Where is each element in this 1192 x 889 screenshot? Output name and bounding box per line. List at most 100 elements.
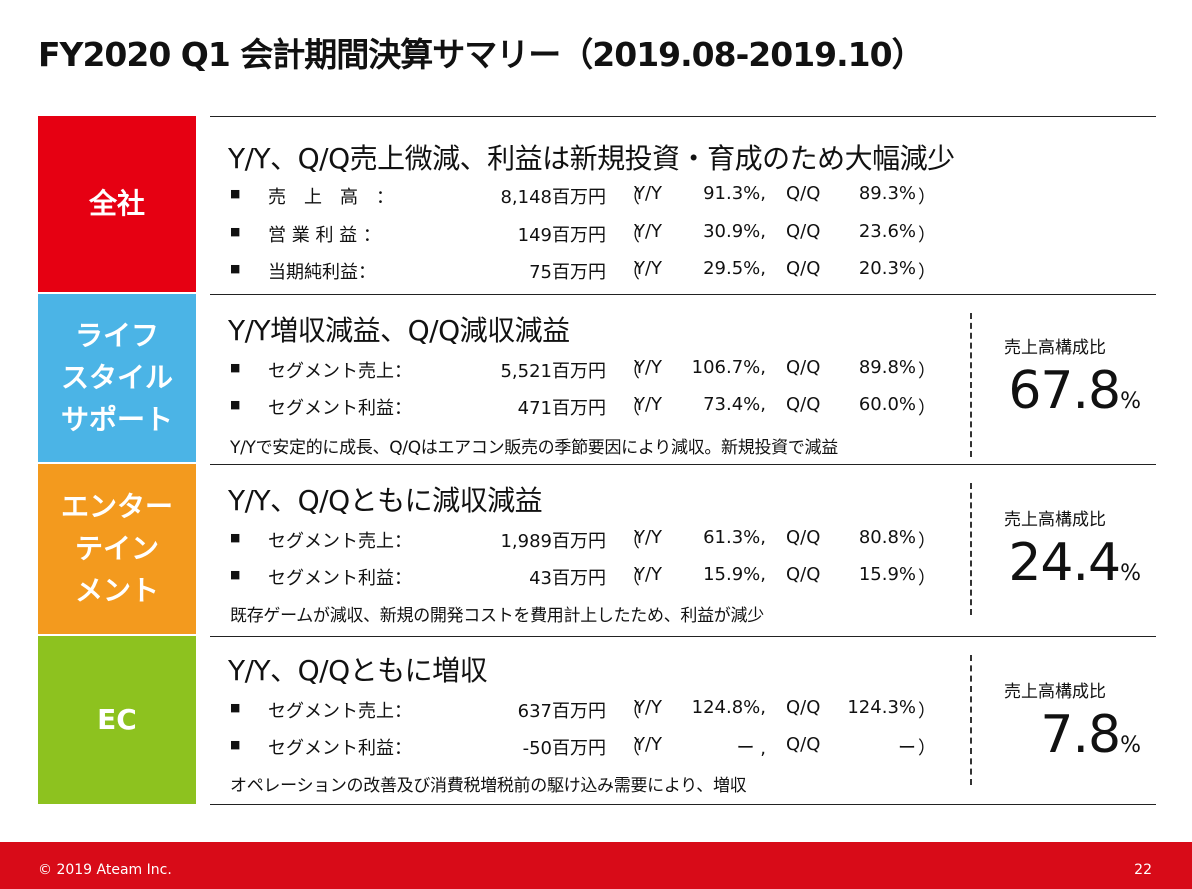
paren-close: ） [918,398,936,419]
ratio-unit: % [1120,561,1141,586]
paren-close: ） [918,361,936,382]
ratio-number: 24.4 [1008,533,1121,593]
metric-amount: -50百万円 [522,738,606,759]
section-headline: Y/Y増収減益、Q/Q減収減益 [228,314,570,347]
dashed-divider [970,313,972,457]
metric-amount: 8,148百万円 [500,187,606,208]
section-lifestyle: ライフ スタイル サポート Y/Y増収減益、Q/Q減収減益 ■ セグメント売上：… [38,294,1156,462]
paren-open: （ [622,398,640,419]
yy-label: Y/Y [634,394,663,415]
label-line: サポート [60,403,173,436]
section-content: Y/Y、Q/Qともに減収減益 ■ セグメント売上： 1,989百万円 （ Y/Y… [210,464,1156,634]
section-note: オペレーションの改善及び消費税増税前の駆け込み需要により、増収 [230,776,747,796]
qq-value: 60.0% [858,394,916,415]
bullet-icon: ■ [230,701,241,714]
ratio-value: 7.8% [980,705,1141,765]
qq-value: 89.8% [858,357,916,378]
section-label-lifestyle: ライフ スタイル サポート [38,294,196,462]
page-title: FY2020 Q1 会計期間決算サマリー（2019.08-2019.10） [38,35,925,74]
section-headline: Y/Y、Q/Qともに減収減益 [228,484,543,517]
dashed-divider [970,655,972,785]
ratio-label: 売上高構成比 [1004,682,1106,702]
section-note: 既存ゲームが減収、新規の開発コストを費用計上したため、利益が減少 [230,606,764,626]
page-number: 22 [1134,862,1152,878]
bottom-rule [210,804,1156,805]
qq-value: 89.3% [858,183,916,204]
metric-label: セグメント売上： [268,361,412,382]
yy-label: Y/Y [634,527,663,548]
yy-label: Y/Y [634,697,663,718]
paren-open: （ [622,738,640,759]
label-line: メント [74,574,159,607]
paren-open: （ [622,262,640,283]
section-content: Y/Y、Q/Q売上微減、利益は新規投資・育成のため大幅減少 ■ 売 上 高 ： … [210,116,1156,292]
paren-close: ） [918,738,936,759]
section-content: Y/Y、Q/Qともに増収 ■ セグメント売上： 637百万円 （ Y/Y 124… [210,636,1156,804]
metric-amount: 5,521百万円 [500,361,606,382]
paren-open: （ [622,701,640,722]
label-text: EC [97,703,137,736]
yy-label: Y/Y [634,357,663,378]
section-headline: Y/Y、Q/Qともに増収 [228,654,488,687]
section-company: 全社 Y/Y、Q/Q売上微減、利益は新規投資・育成のため大幅減少 ■ 売 上 高… [38,116,1156,292]
metric-label: 営 業 利 益 ： [268,225,381,246]
bullet-icon: ■ [230,398,241,411]
yy-label: Y/Y [634,221,663,242]
metric-amount: 43百万円 [529,568,606,589]
qq-label: Q/Q [786,697,821,718]
yy-value: ー , [736,738,766,759]
yy-value: 15.9%, [703,564,766,585]
copyright: © 2019 Ateam Inc. [38,862,172,878]
qq-label: Q/Q [786,527,821,548]
bullet-icon: ■ [230,531,241,544]
footer-bar: © 2019 Ateam Inc. 22 [0,842,1192,889]
bullet-icon: ■ [230,738,241,751]
yy-label: Y/Y [634,564,663,585]
metric-label: セグメント利益： [268,568,412,589]
paren-close: ） [918,225,936,246]
yy-value: 73.4%, [703,394,766,415]
paren-close: ） [918,531,936,552]
section-content: Y/Y増収減益、Q/Q減収減益 ■ セグメント売上： 5,521百万円 （ Y/… [210,294,1156,462]
metric-label: セグメント利益： [268,738,412,759]
section-entertainment: エンター テイン メント Y/Y、Q/Qともに減収減益 ■ セグメント売上： 1… [38,464,1156,634]
qq-label: Q/Q [786,734,821,755]
qq-label: Q/Q [786,183,821,204]
label-line: エンター [60,490,173,523]
yy-value: 91.3%, [703,183,766,204]
paren-open: （ [622,568,640,589]
yy-value: 106.7%, [691,357,766,378]
yy-label: Y/Y [634,258,663,279]
qq-label: Q/Q [786,357,821,378]
section-ec: EC Y/Y、Q/Qともに増収 ■ セグメント売上： 637百万円 （ Y/Y … [38,636,1156,804]
ratio-unit: % [1120,733,1141,758]
paren-open: （ [622,187,640,208]
ratio-value: 24.4% [980,533,1141,593]
section-label-ec: EC [38,636,196,804]
metric-label: 当期純利益： [268,262,376,283]
paren-open: （ [622,531,640,552]
paren-open: （ [622,361,640,382]
section-label-company: 全社 [38,116,196,292]
bullet-icon: ■ [230,568,241,581]
metric-label: 売 上 高 ： [268,187,394,208]
qq-value: ー [898,738,916,759]
qq-value: 124.3% [847,697,916,718]
dashed-divider [970,483,972,615]
metric-amount: 149百万円 [517,225,606,246]
label-line: テイン [74,532,159,565]
qq-value: 23.6% [858,221,916,242]
paren-close: ） [918,701,936,722]
section-label-entertainment: エンター テイン メント [38,464,196,634]
qq-label: Q/Q [786,564,821,585]
yy-label: Y/Y [634,734,663,755]
metric-amount: 471百万円 [517,398,606,419]
paren-close: ） [918,262,936,283]
section-headline: Y/Y、Q/Q売上微減、利益は新規投資・育成のため大幅減少 [228,142,955,175]
label-text: 全社 [88,187,145,220]
qq-label: Q/Q [786,258,821,279]
yy-value: 29.5%, [703,258,766,279]
ratio-unit: % [1120,389,1141,414]
yy-value: 124.8%, [691,697,766,718]
metric-amount: 1,989百万円 [500,531,606,552]
